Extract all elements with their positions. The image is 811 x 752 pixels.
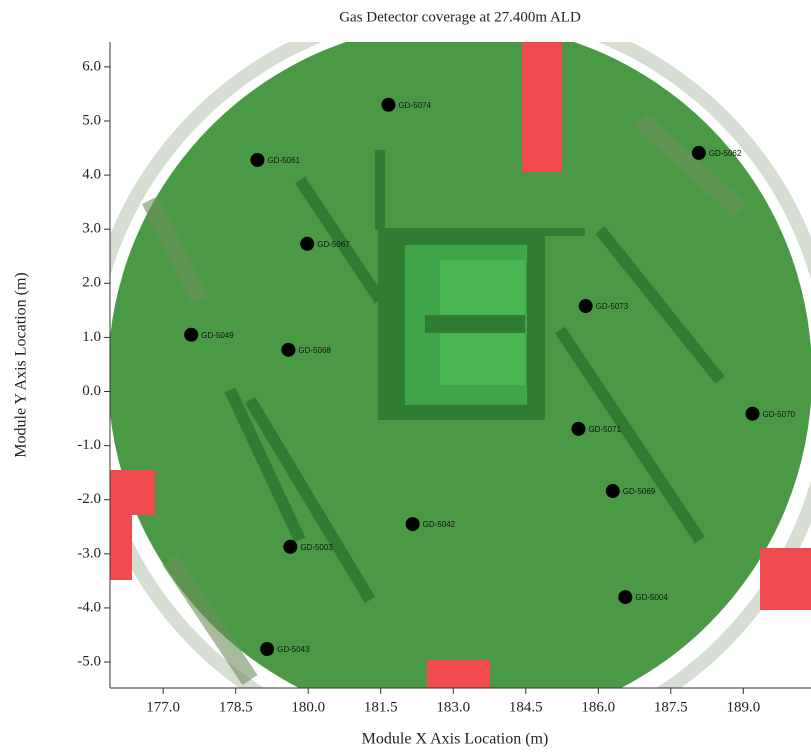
- detector: [579, 299, 593, 313]
- x-tick-label: 184.5: [509, 699, 543, 715]
- y-tick-label: 3.0: [82, 221, 101, 237]
- x-tick-label: 180.0: [291, 699, 325, 715]
- detector-label: GD-5071: [588, 425, 621, 434]
- chart: Gas Detector coverage at 27.400m ALD Mod…: [0, 0, 811, 752]
- y-tick-label: -1.0: [77, 437, 101, 453]
- detector-label: GD-5069: [623, 487, 656, 496]
- detector-label: GD-5073: [596, 302, 629, 311]
- x-tick-label: 178.5: [219, 699, 253, 715]
- detector-label: GD-5003: [300, 543, 333, 552]
- detector: [260, 642, 274, 656]
- detector: [571, 422, 585, 436]
- detector-label: GD-5062: [709, 149, 742, 158]
- y-tick-label: 2.0: [82, 275, 101, 291]
- coverage-map: [88, 8, 811, 752]
- detector: [281, 343, 295, 357]
- detector-label: GD-5067: [317, 240, 350, 249]
- detector-label: GD-5043: [277, 645, 310, 654]
- y-tick-label: 4.0: [82, 167, 101, 183]
- x-tick-label: 183.0: [436, 699, 470, 715]
- detector-label: GD-5004: [635, 593, 668, 602]
- detector-label: GD-5068: [298, 346, 331, 355]
- detector: [381, 98, 395, 112]
- detector: [692, 146, 706, 160]
- x-tick-label: 186.0: [581, 699, 615, 715]
- detector: [184, 328, 198, 342]
- detector: [250, 153, 264, 167]
- detector: [283, 540, 297, 554]
- chart-title: Gas Detector coverage at 27.400m ALD: [339, 9, 581, 25]
- detector: [746, 407, 760, 421]
- y-tick-label: 1.0: [82, 329, 101, 345]
- x-tick-label: 189.0: [726, 699, 760, 715]
- detector: [300, 237, 314, 251]
- detector-label: GD-5074: [398, 101, 431, 110]
- y-tick-label: -2.0: [77, 491, 101, 507]
- detector: [618, 590, 632, 604]
- y-tick-label: -5.0: [77, 653, 101, 669]
- detector: [606, 484, 620, 498]
- y-tick-label: 5.0: [82, 112, 101, 128]
- x-tick-label: 181.5: [364, 699, 398, 715]
- y-tick-label: 0.0: [82, 383, 101, 399]
- detector-label: GD-5061: [267, 156, 300, 165]
- detector: [406, 517, 420, 531]
- detector-label: GD-5042: [423, 520, 456, 529]
- x-tick-label: 177.0: [146, 699, 180, 715]
- y-tick-label: -4.0: [77, 599, 101, 615]
- detector-label: GD-5049: [201, 331, 234, 340]
- detector-label: GD-5070: [763, 410, 796, 419]
- y-tick-label: 6.0: [82, 58, 101, 74]
- x-tick-label: 187.5: [654, 699, 688, 715]
- x-axis-label: Module X Axis Location (m): [362, 731, 549, 748]
- y-axis-label: Module Y Axis Location (m): [13, 272, 30, 457]
- page: Gas Detector coverage at 27.400m ALD Mod…: [0, 0, 811, 752]
- y-tick-label: -3.0: [77, 545, 101, 561]
